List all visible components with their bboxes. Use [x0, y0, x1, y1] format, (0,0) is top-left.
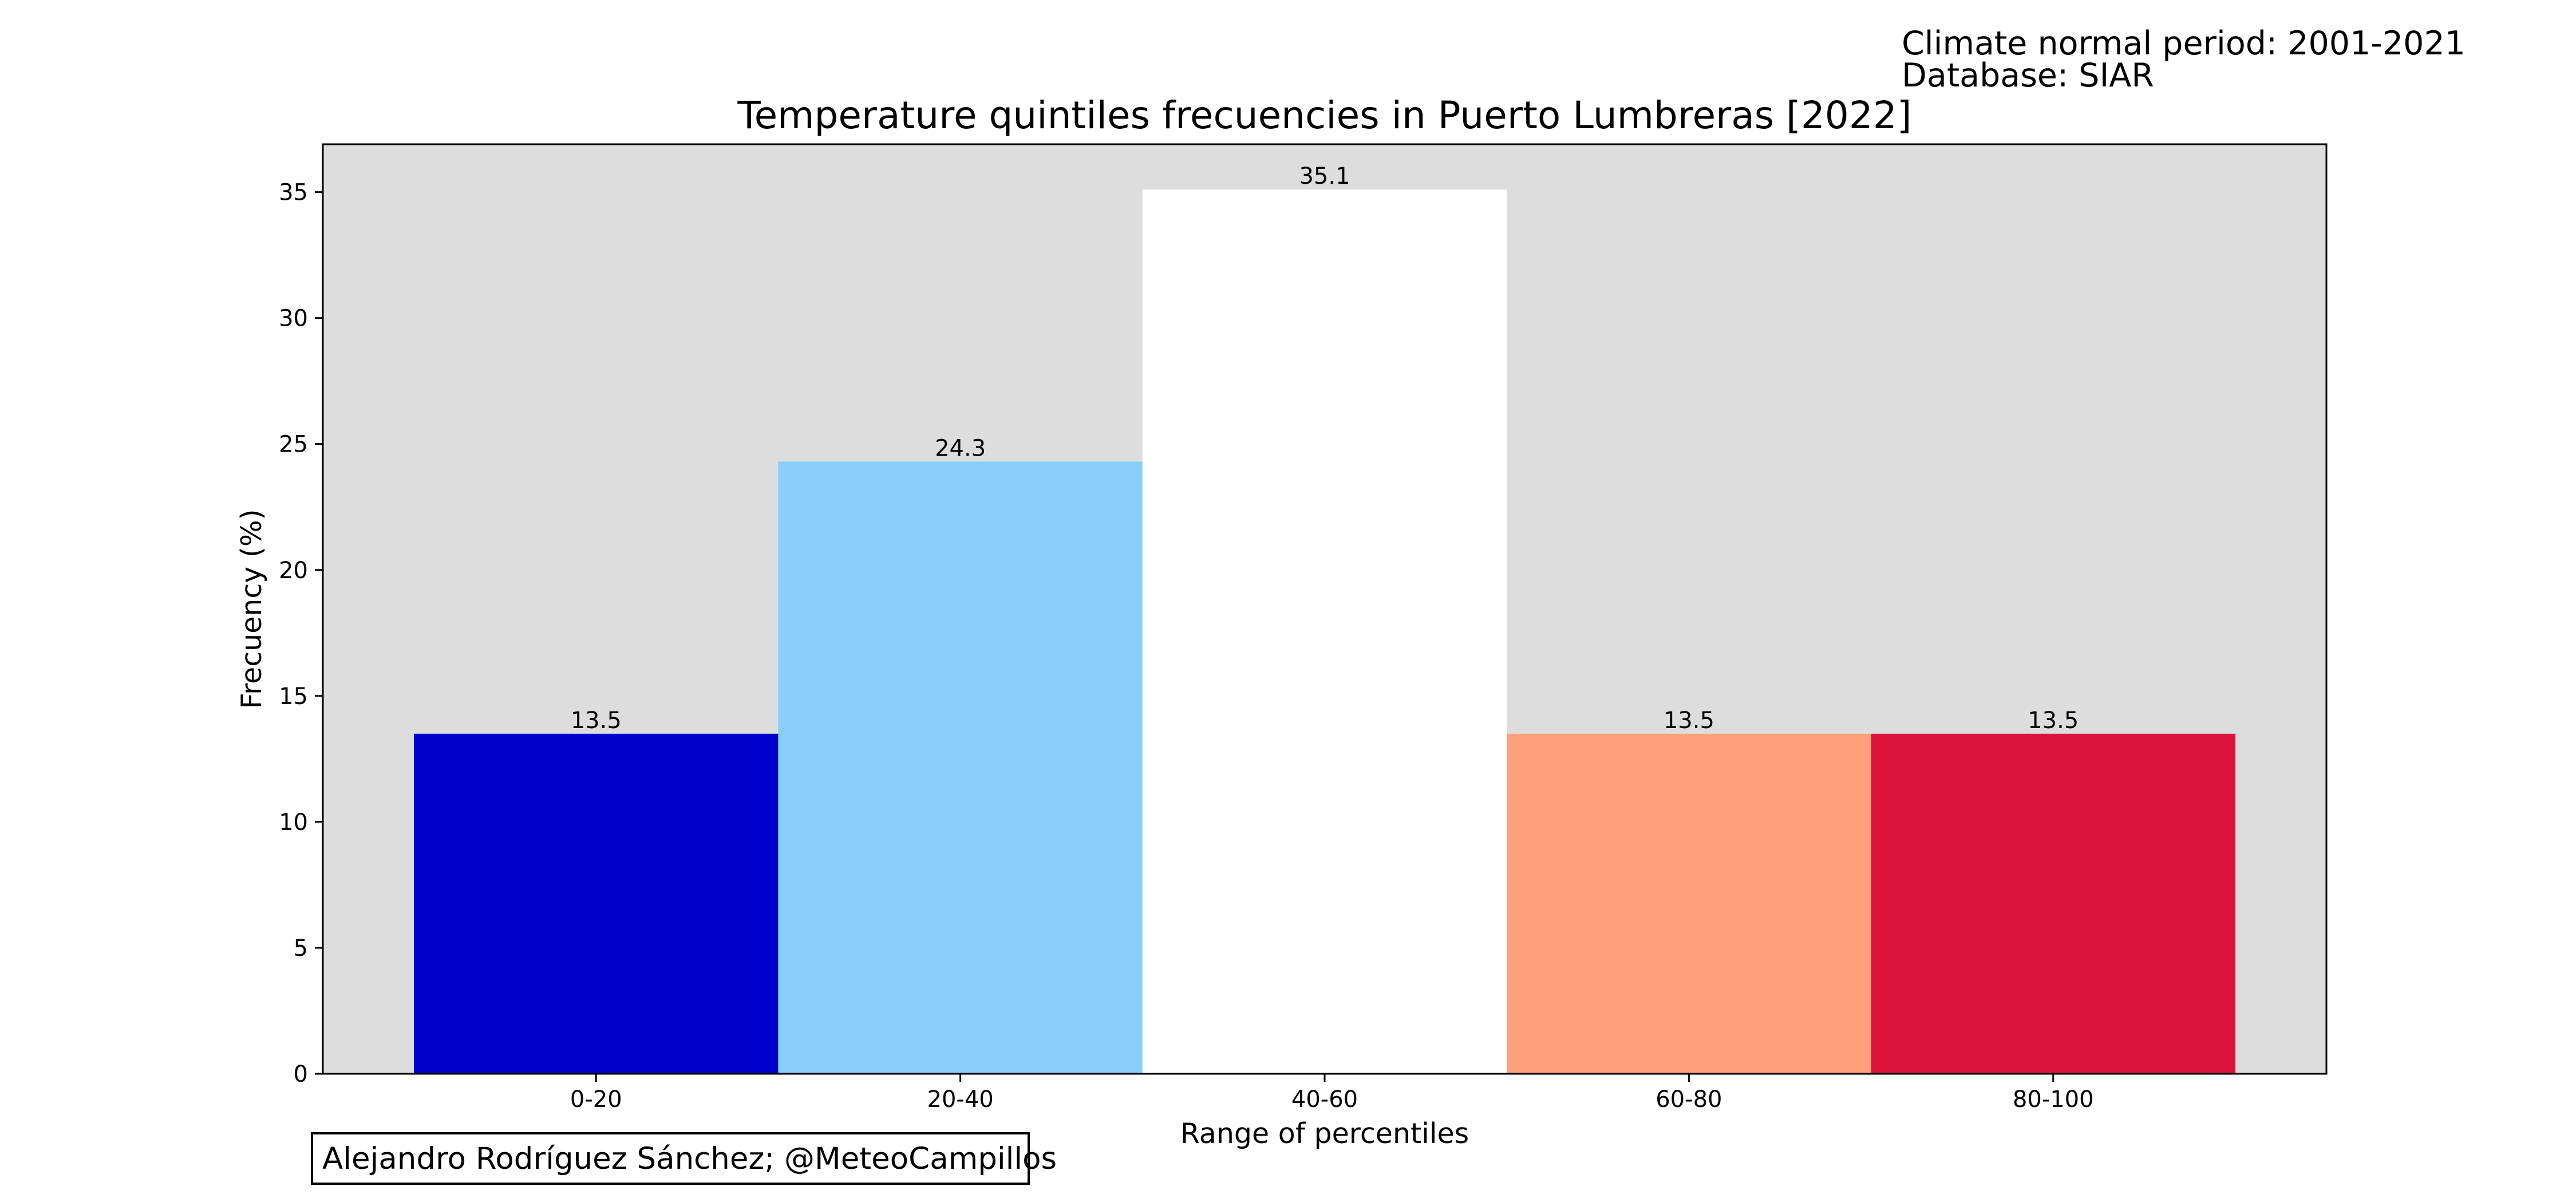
x-tick-label-0-20: 0-20 [570, 1086, 622, 1113]
bar-value-label-40-60: 35.1 [1299, 163, 1350, 189]
y-tick-label: 35 [279, 180, 308, 206]
x-tick-label-20-40: 20-40 [927, 1086, 994, 1113]
plot-frame [322, 143, 2328, 1075]
bar-20-40 [778, 461, 1143, 1074]
credit-box [311, 1132, 1030, 1185]
bar-value-label-20-40: 24.3 [935, 436, 986, 462]
bar-80-100 [1871, 733, 2235, 1074]
bar-labels-group: 13.5 24.3 35.1 13.5 13.5 [571, 163, 2079, 734]
y-axis: 0 5 10 15 20 25 30 35 [279, 180, 323, 1088]
credit-text: Alejandro Rodríguez Sánchez; @MeteoCampi… [322, 1141, 1057, 1176]
bar-60-80 [1507, 733, 1871, 1074]
y-tick-label: 5 [294, 935, 308, 962]
x-axis: 0-20 20-40 40-60 60-80 80-100 [570, 1074, 2094, 1113]
x-tick-label-40-60: 40-60 [1291, 1086, 1358, 1113]
climate-period-text: Climate normal period: 2001-2021 [1902, 25, 2466, 62]
y-tick-label: 25 [279, 432, 308, 458]
y-tick-label: 30 [279, 306, 308, 332]
database-text: Database: SIAR [1902, 57, 2154, 94]
x-axis-label: Range of percentiles [1180, 1117, 1469, 1150]
bar-value-label-0-20: 13.5 [571, 707, 622, 734]
bars-group [414, 189, 2235, 1074]
bar-0-20 [414, 733, 779, 1074]
y-tick-label: 20 [279, 557, 308, 584]
chart-title: Temperature quintiles frecuencies in Pue… [737, 93, 1911, 137]
bar-40-60 [1142, 189, 1507, 1074]
y-tick-label: 10 [279, 809, 308, 836]
y-axis-label: Frecuency (%) [235, 509, 268, 709]
y-tick-label: 15 [279, 683, 308, 710]
x-tick-label-60-80: 60-80 [1656, 1086, 1722, 1113]
y-tick-label: 0 [294, 1061, 308, 1088]
bar-value-label-60-80: 13.5 [1664, 707, 1714, 734]
x-tick-label-80-100: 80-100 [2013, 1086, 2094, 1113]
bar-value-label-80-100: 13.5 [2028, 707, 2079, 734]
